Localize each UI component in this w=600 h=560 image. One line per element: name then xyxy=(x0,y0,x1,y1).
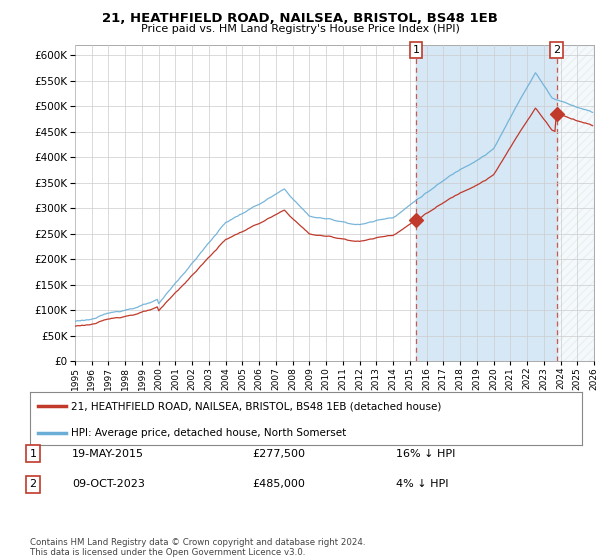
Text: 09-OCT-2023: 09-OCT-2023 xyxy=(72,479,145,489)
Text: 21, HEATHFIELD ROAD, NAILSEA, BRISTOL, BS48 1EB (detached house): 21, HEATHFIELD ROAD, NAILSEA, BRISTOL, B… xyxy=(71,402,442,412)
Text: 2: 2 xyxy=(29,479,37,489)
Text: £277,500: £277,500 xyxy=(252,449,305,459)
Text: 19-MAY-2015: 19-MAY-2015 xyxy=(72,449,144,459)
Text: Price paid vs. HM Land Registry's House Price Index (HPI): Price paid vs. HM Land Registry's House … xyxy=(140,24,460,34)
Text: Contains HM Land Registry data © Crown copyright and database right 2024.
This d: Contains HM Land Registry data © Crown c… xyxy=(30,538,365,557)
Text: 1: 1 xyxy=(29,449,37,459)
Bar xyxy=(416,45,557,361)
Text: 4% ↓ HPI: 4% ↓ HPI xyxy=(396,479,449,489)
Bar xyxy=(557,45,594,361)
Text: £485,000: £485,000 xyxy=(252,479,305,489)
Bar xyxy=(557,45,594,361)
Text: 16% ↓ HPI: 16% ↓ HPI xyxy=(396,449,455,459)
Point xyxy=(552,109,562,118)
Text: HPI: Average price, detached house, North Somerset: HPI: Average price, detached house, Nort… xyxy=(71,428,347,438)
Point xyxy=(412,215,421,224)
Text: 1: 1 xyxy=(413,45,420,55)
Text: 21, HEATHFIELD ROAD, NAILSEA, BRISTOL, BS48 1EB: 21, HEATHFIELD ROAD, NAILSEA, BRISTOL, B… xyxy=(102,12,498,25)
Text: 2: 2 xyxy=(553,45,560,55)
